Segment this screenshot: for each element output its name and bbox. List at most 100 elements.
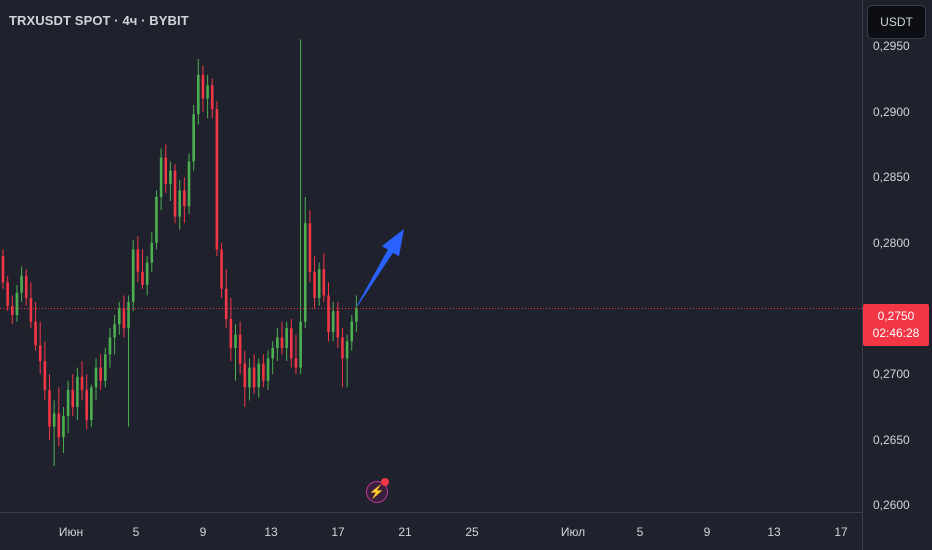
candle-body — [322, 269, 326, 296]
candle-body — [215, 108, 219, 250]
candle-body — [117, 308, 121, 325]
chart-area[interactable] — [0, 0, 862, 512]
candle-body — [178, 190, 181, 217]
candle-body — [136, 249, 140, 272]
time-tick-label: 9 — [703, 525, 711, 539]
time-tick-label: Июн — [58, 525, 84, 539]
candle-body — [313, 271, 316, 299]
candle-body — [34, 321, 37, 346]
candle-body — [341, 337, 344, 359]
candle-body — [331, 311, 335, 333]
last-price-badge: 0,2750 02:46:28 — [863, 304, 929, 346]
price-tick-label: 0,2900 — [873, 104, 910, 119]
candle-body — [252, 367, 256, 388]
price-axis[interactable]: 0,2950 0,2900 0,2850 0,2800 0,2700 0,2650 0,26… — [862, 0, 932, 550]
candle-body — [90, 387, 93, 421]
bar-countdown: 02:46:28 — [872, 326, 920, 340]
candle-body — [299, 321, 302, 368]
candle-body — [104, 354, 107, 381]
candle-body — [197, 74, 200, 115]
candle-body — [15, 292, 19, 316]
candle-body — [85, 389, 88, 421]
candle-body — [248, 367, 251, 388]
candle-body — [290, 328, 293, 359]
candle-body — [257, 363, 261, 388]
candle-body — [294, 358, 298, 368]
candle-body — [280, 337, 284, 348]
candle-body — [285, 328, 288, 348]
candle-body — [336, 311, 340, 338]
candle-body — [355, 308, 358, 322]
candle-body — [350, 321, 354, 342]
candle-body — [122, 308, 126, 329]
candle-body — [303, 223, 307, 322]
time-tick-label: 5 — [132, 525, 140, 539]
candle-body — [127, 301, 130, 329]
candle-body — [327, 295, 330, 333]
candle-body — [169, 170, 172, 184]
candle-body — [94, 367, 98, 388]
up-arrow-annotation — [357, 229, 404, 306]
candle-body — [192, 114, 195, 162]
candlestick-chart[interactable] — [0, 0, 862, 512]
candle-body — [71, 389, 75, 407]
candle-body — [243, 363, 247, 388]
candle-body — [20, 275, 23, 293]
candle-body — [345, 341, 349, 359]
price-tick-label: 0,2600 — [873, 498, 910, 513]
candle-body — [43, 361, 47, 390]
candle-body — [145, 262, 149, 285]
candle-body — [210, 85, 214, 109]
candle-body — [238, 334, 242, 364]
price-tick-label: 0,2850 — [873, 170, 910, 185]
candle-body — [224, 288, 228, 320]
candle-body — [187, 161, 191, 207]
candle-body — [220, 249, 223, 289]
candle-body — [159, 157, 163, 197]
candle-body — [308, 223, 312, 272]
symbol-title[interactable]: TRXUSDT SPOT · 4ч · BYBIT — [9, 13, 189, 28]
price-tick-label: 0,2650 — [873, 432, 910, 447]
candle-body — [62, 416, 65, 438]
time-tick-label: 13 — [767, 525, 781, 539]
candle-body — [24, 275, 28, 299]
candle-body — [48, 389, 51, 427]
candle-body — [271, 347, 274, 359]
candle-body — [229, 319, 233, 348]
candle-body — [11, 305, 14, 316]
time-tick-label: 17 — [331, 525, 345, 539]
time-tick-label: Июл — [560, 525, 586, 539]
candle-body — [6, 282, 9, 306]
candle-body — [206, 85, 209, 99]
candle-body — [262, 363, 265, 381]
time-tick-label: 9 — [199, 525, 207, 539]
time-tick-label: 17 — [834, 525, 848, 539]
candle-body — [57, 413, 61, 438]
candle-body — [1, 256, 5, 283]
time-tick-label: 13 — [264, 525, 278, 539]
lightning-icon[interactable]: ⚡ — [366, 481, 388, 503]
candle-body — [76, 376, 79, 407]
notification-dot — [381, 478, 389, 486]
price-tick-label: 0,2950 — [873, 38, 910, 53]
candle-body — [234, 334, 237, 348]
candle-body — [150, 242, 154, 263]
candle-body — [173, 170, 177, 217]
last-price-value: 0,2750 — [877, 309, 915, 323]
candle-body — [66, 389, 70, 417]
candle-body — [141, 271, 144, 285]
candle-body — [52, 413, 56, 427]
candle-body — [201, 74, 205, 99]
time-tick-label: 21 — [398, 525, 412, 539]
candle-body — [317, 269, 321, 299]
candle-body — [276, 337, 279, 348]
candle-body — [266, 358, 270, 381]
price-tick-label: 0,2800 — [873, 235, 910, 250]
candle-body — [38, 345, 42, 362]
candle-body — [183, 190, 186, 207]
candle-body — [155, 196, 158, 243]
candle-body — [113, 324, 116, 338]
currency-button[interactable]: USDT — [867, 5, 926, 39]
candle-body — [99, 367, 102, 381]
time-axis[interactable]: Июн 5 9 13 17 21 25 Июл 5 9 13 17 — [0, 512, 862, 550]
